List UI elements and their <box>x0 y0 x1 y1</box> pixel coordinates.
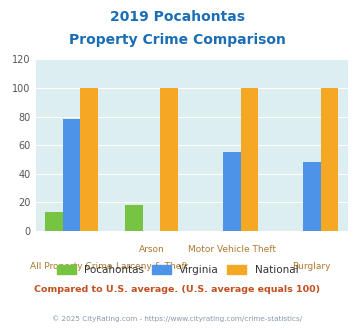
Bar <box>303 162 321 231</box>
Bar <box>80 88 98 231</box>
Bar <box>223 152 241 231</box>
Text: All Property Crime: All Property Crime <box>30 262 113 271</box>
Text: Property Crime Comparison: Property Crime Comparison <box>69 33 286 47</box>
Text: Compared to U.S. average. (U.S. average equals 100): Compared to U.S. average. (U.S. average … <box>34 285 321 294</box>
Text: 2019 Pocahontas: 2019 Pocahontas <box>110 10 245 24</box>
Text: © 2025 CityRating.com - https://www.cityrating.com/crime-statistics/: © 2025 CityRating.com - https://www.city… <box>53 315 302 322</box>
Text: Burglary: Burglary <box>293 262 331 271</box>
Bar <box>125 205 143 231</box>
Text: Motor Vehicle Theft: Motor Vehicle Theft <box>188 245 276 254</box>
Text: Arson: Arson <box>139 245 164 254</box>
Bar <box>241 88 258 231</box>
Bar <box>45 213 63 231</box>
Bar <box>63 119 80 231</box>
Text: Larceny & Theft: Larceny & Theft <box>116 262 188 271</box>
Bar <box>321 88 338 231</box>
Legend: Pocahontas, Virginia, National: Pocahontas, Virginia, National <box>53 261 302 280</box>
Bar <box>160 88 178 231</box>
